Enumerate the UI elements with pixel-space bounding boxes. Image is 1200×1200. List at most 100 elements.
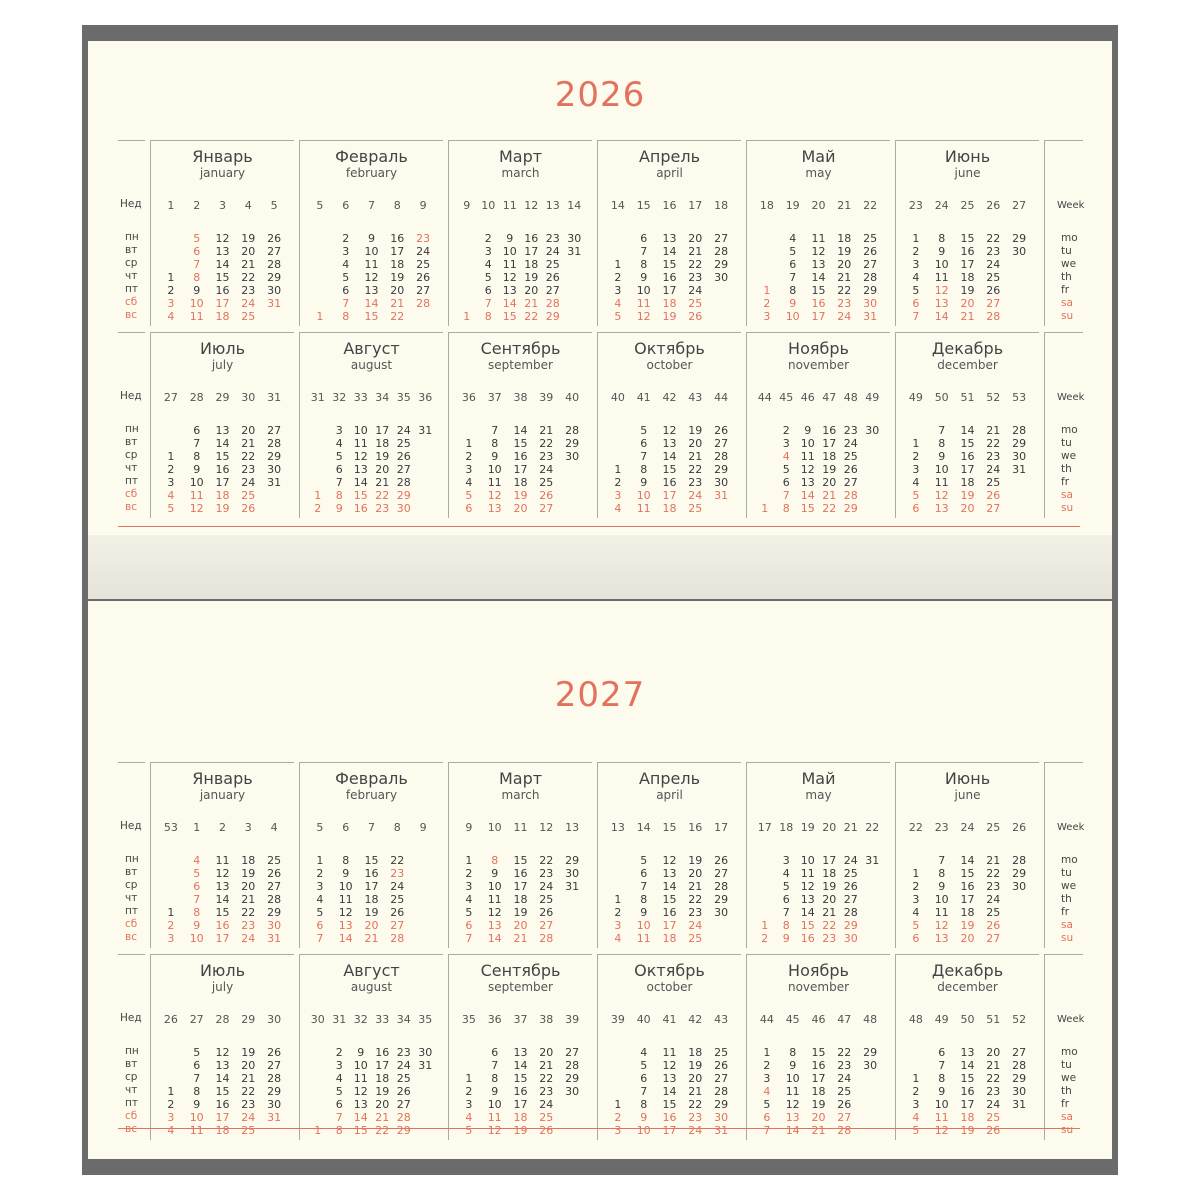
- day-cell: 3: [167, 932, 175, 945]
- day-cell: 2: [614, 476, 622, 489]
- day-cell: 21: [960, 310, 975, 323]
- weekday-label: sa: [1061, 489, 1073, 501]
- day-cell: 27: [837, 1111, 852, 1124]
- day-cell: 9: [193, 1098, 201, 1111]
- day-cell: 16: [513, 1085, 528, 1098]
- day-cell: 12: [662, 1059, 677, 1072]
- week-number: 24: [934, 199, 949, 212]
- day-cell: 10: [785, 310, 800, 323]
- day-cell: 14: [364, 297, 379, 310]
- day-cell: 31: [865, 854, 880, 867]
- month-name-en: may: [805, 788, 832, 802]
- day-cell: 28: [565, 1059, 580, 1072]
- day-cell: 28: [714, 880, 729, 893]
- week-number: 37: [487, 391, 502, 404]
- week-number: 20: [811, 199, 826, 212]
- day-cell: 25: [986, 271, 1001, 284]
- week-number: 9: [465, 821, 473, 834]
- day-cell: 7: [912, 310, 920, 323]
- day-cell: 5: [912, 1124, 920, 1137]
- day-cell: 9: [193, 919, 201, 932]
- day-cell: 17: [215, 297, 230, 310]
- day-cell: 20: [241, 424, 256, 437]
- day-cell: 29: [1012, 867, 1027, 880]
- day-cell: 14: [960, 854, 975, 867]
- day-cell: 24: [986, 463, 1001, 476]
- day-cell: 31: [1012, 463, 1027, 476]
- day-cell: 10: [636, 284, 651, 297]
- day-cell: 17: [215, 1111, 230, 1124]
- day-cell: 21: [241, 437, 256, 450]
- day-cell: 20: [960, 297, 975, 310]
- week-number: 47: [822, 391, 837, 404]
- day-cell: 22: [822, 502, 837, 515]
- day-cell: 30: [565, 1085, 580, 1098]
- day-cell: 9: [640, 906, 648, 919]
- week-number: 31: [267, 391, 282, 404]
- day-cell: 22: [688, 893, 703, 906]
- week-number: 39: [565, 1013, 580, 1026]
- weekday-label: вт: [125, 436, 138, 448]
- day-cell: 4: [484, 258, 492, 271]
- day-cell: 11: [662, 1046, 677, 1059]
- week-number: 32: [332, 391, 347, 404]
- week-number: 48: [863, 1013, 878, 1026]
- day-cell: 2: [912, 1085, 920, 1098]
- day-cell: 24: [241, 297, 256, 310]
- month-name-en: march: [501, 166, 540, 180]
- day-cell: 19: [688, 854, 703, 867]
- weekday-label: чт: [125, 892, 138, 904]
- day-cell: 3: [763, 1072, 771, 1085]
- day-cell: 25: [986, 476, 1001, 489]
- weekday-label: th: [1061, 271, 1072, 283]
- week-number: 17: [714, 821, 729, 834]
- day-cell: 10: [487, 880, 502, 893]
- day-cell: 2: [167, 1098, 175, 1111]
- day-cell: 22: [375, 1124, 390, 1137]
- day-cell: 15: [353, 489, 368, 502]
- week-label: Week: [1057, 1014, 1085, 1025]
- day-cell: 17: [960, 893, 975, 906]
- day-cell: 20: [241, 245, 256, 258]
- day-cell: 6: [316, 919, 324, 932]
- day-cell: 1: [614, 258, 622, 271]
- day-cell: 16: [960, 880, 975, 893]
- month-block: Сентябрь september 35 36 37 38 39 1 2 3 4 5 6 7 8 9 10 11…: [448, 954, 592, 1140]
- day-cell: 28: [539, 932, 554, 945]
- day-cell: 24: [390, 880, 405, 893]
- day-cell: 30: [267, 919, 282, 932]
- weekday-label: th: [1061, 463, 1072, 475]
- week-label: Week: [1057, 392, 1085, 403]
- day-cell: 7: [640, 880, 648, 893]
- day-cell: 12: [215, 1046, 230, 1059]
- day-cell: 1: [316, 310, 324, 323]
- weekday-label: fr: [1061, 476, 1070, 488]
- week-number: 26: [986, 199, 1001, 212]
- week-number: 43: [714, 1013, 729, 1026]
- day-cell: 17: [364, 880, 379, 893]
- week-number: 50: [934, 391, 949, 404]
- day-cell: 23: [688, 1111, 703, 1124]
- day-cell: 2: [614, 1111, 622, 1124]
- day-cell: 23: [241, 1098, 256, 1111]
- day-cell: 2: [342, 232, 350, 245]
- month-block: Март march 9 10 11 12 13 14 1 2 3 4 5 6 7 8 9 10 11 12 13 14 1…: [448, 140, 592, 326]
- day-cell: 20: [960, 932, 975, 945]
- day-cell: 4: [614, 502, 622, 515]
- day-cell: 3: [782, 437, 790, 450]
- day-cell: 26: [267, 867, 282, 880]
- day-cell: 6: [782, 893, 790, 906]
- day-cell: 9: [640, 476, 648, 489]
- month-block: Апрель april 14 15 16 17 18 1 2 3 4 5 6 7 8 9 10 11 12 13 14…: [597, 140, 741, 326]
- day-cell: 19: [811, 1098, 826, 1111]
- weekday-label: th: [1061, 893, 1072, 905]
- day-cell: 26: [986, 919, 1001, 932]
- weekday-label: ср: [125, 449, 138, 461]
- day-cell: 17: [822, 437, 837, 450]
- day-cell: 26: [539, 489, 554, 502]
- week-number: 35: [418, 1013, 433, 1026]
- day-cell: 26: [986, 489, 1001, 502]
- day-cell: 12: [364, 271, 379, 284]
- day-cell: 4: [640, 1046, 648, 1059]
- month-name: Март: [498, 769, 543, 788]
